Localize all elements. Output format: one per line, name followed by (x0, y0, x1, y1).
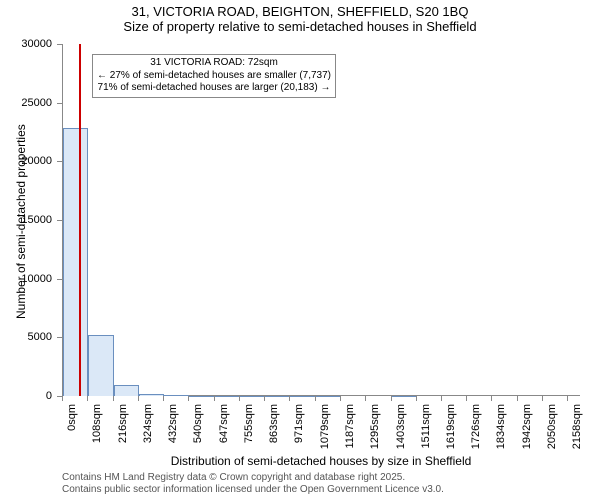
x-tick-label: 755sqm (243, 404, 255, 443)
histogram-bar (392, 396, 417, 397)
y-tick-mark (57, 103, 62, 104)
histogram-bar (291, 396, 316, 397)
histogram-bar (88, 335, 113, 396)
anno-mid1: ← 27% of semi-detached houses are smalle… (97, 70, 331, 83)
x-tick-label: 1942sqm (521, 404, 533, 449)
x-tick-label: 1511sqm (420, 404, 432, 448)
x-tick-mark (542, 396, 543, 401)
property-marker-line (79, 44, 81, 396)
anno-mid2: 71% of semi-detached houses are larger (… (97, 82, 331, 95)
histogram-bar (164, 395, 189, 396)
histogram-bar (265, 396, 290, 397)
x-tick-label: 647sqm (218, 404, 230, 443)
x-tick-mark (491, 396, 492, 401)
x-tick-mark (315, 396, 316, 401)
chart-title-block: 31, VICTORIA ROAD, BEIGHTON, SHEFFIELD, … (0, 0, 600, 34)
y-tick-label: 5000 (0, 331, 52, 343)
x-tick-mark (62, 396, 63, 401)
x-axis-label: Distribution of semi-detached houses by … (62, 454, 580, 468)
histogram-bar (114, 385, 139, 396)
y-tick-label: 30000 (0, 38, 52, 50)
x-tick-label: 1295sqm (369, 404, 381, 449)
footer-line2: Contains public sector information licen… (62, 484, 444, 496)
histogram-bar (139, 394, 164, 396)
x-tick-mark (466, 396, 467, 401)
x-tick-label: 216sqm (117, 404, 129, 443)
histogram-bar (63, 128, 88, 396)
histogram-bar (240, 396, 265, 397)
histogram-bar (316, 396, 341, 397)
x-tick-mark (289, 396, 290, 401)
x-tick-mark (188, 396, 189, 401)
y-tick-label: 15000 (0, 214, 52, 226)
x-tick-mark (517, 396, 518, 401)
title-address: 31, VICTORIA ROAD, BEIGHTON, SHEFFIELD, … (0, 4, 600, 19)
x-tick-label: 540sqm (192, 404, 204, 443)
x-tick-label: 1079sqm (319, 404, 331, 449)
y-tick-mark (57, 44, 62, 45)
y-tick-label: 25000 (0, 97, 52, 109)
x-tick-mark (391, 396, 392, 401)
histogram-bar (215, 396, 240, 397)
y-tick-label: 10000 (0, 273, 52, 285)
anno-top: 31 VICTORIA ROAD: 72sqm (97, 57, 331, 70)
y-tick-mark (57, 337, 62, 338)
x-tick-mark (264, 396, 265, 401)
x-tick-label: 432sqm (167, 404, 179, 443)
x-tick-label: 1619sqm (445, 404, 457, 449)
x-tick-mark (416, 396, 417, 401)
x-tick-label: 1403sqm (395, 404, 407, 449)
x-tick-label: 2158sqm (571, 404, 583, 449)
x-tick-label: 0sqm (66, 404, 78, 431)
x-tick-mark (163, 396, 164, 401)
y-tick-mark (57, 279, 62, 280)
y-tick-mark (57, 161, 62, 162)
x-tick-mark (239, 396, 240, 401)
x-tick-label: 971sqm (293, 404, 305, 443)
footer-line1: Contains HM Land Registry data © Crown c… (62, 472, 444, 484)
x-tick-label: 108sqm (91, 404, 103, 443)
x-tick-label: 2050sqm (546, 404, 558, 449)
x-tick-mark (87, 396, 88, 401)
x-tick-mark (214, 396, 215, 401)
y-tick-label: 20000 (0, 155, 52, 167)
marker-annotation-box: 31 VICTORIA ROAD: 72sqm ← 27% of semi-de… (92, 54, 336, 98)
y-tick-mark (57, 220, 62, 221)
title-subtitle: Size of property relative to semi-detach… (0, 19, 600, 34)
x-tick-label: 1187sqm (344, 404, 356, 448)
x-tick-mark (441, 396, 442, 401)
x-tick-mark (365, 396, 366, 401)
x-tick-label: 1834sqm (495, 404, 507, 449)
x-tick-mark (340, 396, 341, 401)
x-tick-mark (567, 396, 568, 401)
x-tick-label: 1726sqm (470, 404, 482, 449)
histogram-bar (189, 396, 214, 397)
x-tick-label: 324sqm (142, 404, 154, 443)
x-tick-label: 863sqm (268, 404, 280, 443)
chart-footer: Contains HM Land Registry data © Crown c… (62, 472, 444, 496)
x-tick-mark (138, 396, 139, 401)
x-tick-mark (113, 396, 114, 401)
y-tick-label: 0 (0, 390, 52, 402)
